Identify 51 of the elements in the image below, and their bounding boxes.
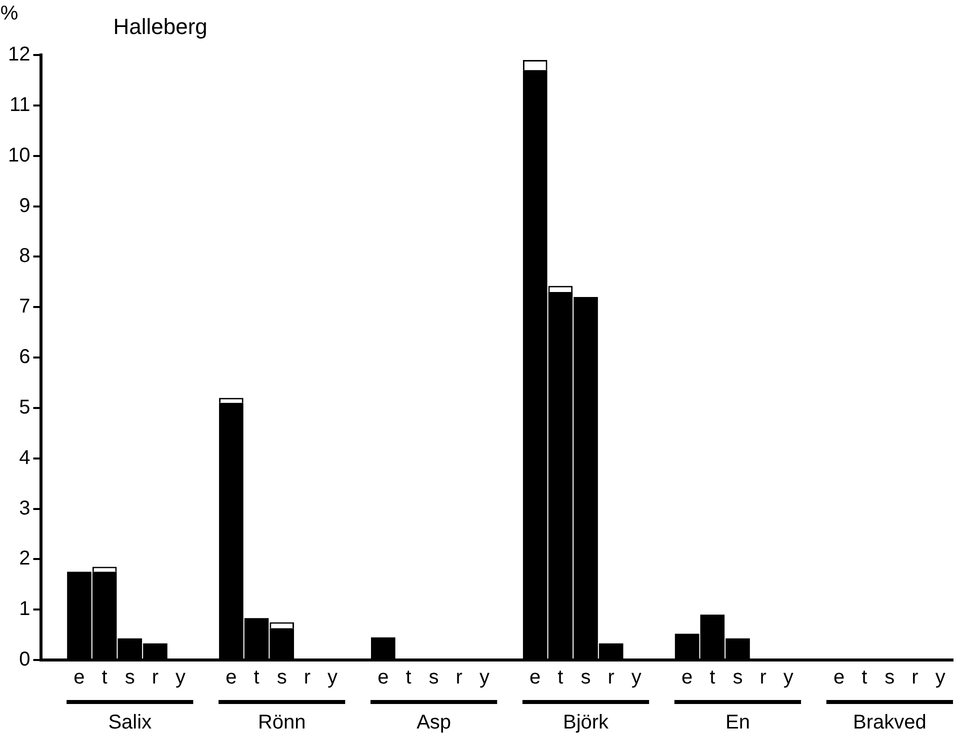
text: Rönn: [258, 712, 306, 734]
x-tick-label: t: [862, 666, 868, 689]
x-tick-label: e: [74, 666, 85, 689]
y-tick-label: 3: [19, 497, 30, 520]
x-tick-label: s: [884, 666, 895, 689]
x-tick-label: s: [580, 666, 591, 689]
text: Asp: [416, 712, 452, 734]
text: En: [725, 712, 750, 734]
x-tick-label: r: [152, 666, 159, 689]
text: Salix: [108, 712, 152, 734]
y-tick-label: 6: [19, 346, 30, 368]
x-tick-label: y: [176, 666, 186, 689]
x-tick-label: e: [378, 666, 389, 689]
x-tick-label: y: [783, 666, 794, 689]
y-tick-label: 9: [19, 194, 30, 217]
x-tick-label: y: [935, 666, 946, 689]
y-tick-label: 2: [19, 548, 30, 570]
y-tick-label: 12: [8, 44, 30, 66]
x-tick-label: e: [682, 666, 693, 689]
x-tick-label: e: [530, 666, 541, 689]
x-tick-label: e: [833, 666, 845, 689]
x-tick-label: t: [102, 666, 108, 689]
y-tick-label: 4: [19, 446, 30, 469]
x-tick-label: r: [760, 666, 767, 689]
y-tick-label: 1: [19, 598, 30, 620]
x-tick-label: t: [710, 666, 716, 689]
y-axis-title: %: [0, 2, 18, 25]
x-tick-label: r: [608, 666, 615, 689]
x-tick-label: s: [276, 666, 287, 689]
chart-title: Halleberg: [113, 14, 208, 40]
x-tick-label: s: [428, 666, 439, 689]
y-tick-label: 11: [9, 94, 30, 116]
y-tick-label: 8: [19, 245, 30, 268]
x-tick-label: r: [456, 666, 463, 689]
x-tick-label: s: [124, 666, 135, 689]
text: Björk: [562, 712, 610, 734]
x-tick-label: r: [912, 666, 919, 689]
x-tick-label: t: [254, 666, 260, 689]
x-tick-label: r: [304, 666, 311, 689]
text: Brakved: [852, 712, 926, 734]
x-tick-label: y: [631, 666, 642, 689]
y-tick-label: 5: [19, 396, 30, 418]
x-tick-label: y: [479, 666, 490, 689]
x-tick-label: t: [558, 666, 564, 689]
y-tick-label: 10: [8, 144, 30, 166]
y-tick-label: 7: [19, 296, 30, 318]
x-tick-label: e: [226, 666, 237, 689]
y-tick-label: 0: [19, 648, 30, 671]
x-tick-label: s: [732, 666, 743, 689]
x-tick-label: t: [406, 666, 412, 689]
x-tick-label: y: [328, 666, 338, 689]
